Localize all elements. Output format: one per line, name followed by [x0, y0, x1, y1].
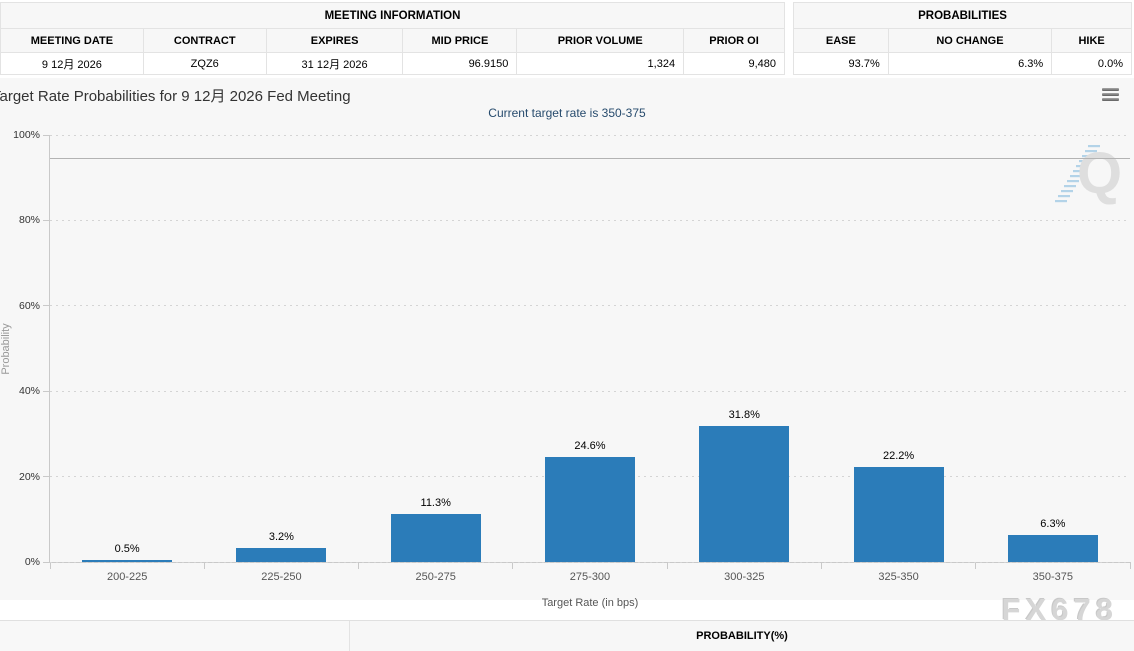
x-axis-title: Target Rate (in bps) [541, 597, 639, 609]
x-axis-tick [820, 563, 822, 569]
x-axis-tick [1129, 563, 1131, 569]
reference-line [50, 158, 1130, 160]
footer-table: PROBABILITY(%) [0, 620, 1134, 651]
table-value-row: 93.7% 6.3% 0.0% [793, 52, 1132, 75]
x-axis-line [49, 562, 1131, 563]
table-title-row: MEETING INFORMATION [0, 2, 785, 29]
quikstrike-logo-icon: Q [1055, 143, 1125, 211]
probability-bar[interactable] [545, 456, 635, 562]
x-axis-category-label: 275-300 [569, 571, 611, 583]
x-axis-category-label: 250-275 [415, 571, 456, 583]
y-axis-tick-label: 0% [24, 556, 40, 568]
chart-subtitle: Current target rate is 350-375 [488, 106, 646, 120]
y-axis-tick-label: 20% [18, 470, 40, 483]
plot-area: Probability Target Rate (in bps) Q [0, 129, 1131, 609]
bar-data-label: 0.5% [114, 542, 140, 555]
x-axis-tick [203, 563, 205, 569]
probability-bar[interactable] [853, 467, 944, 562]
x-axis-category-label: 200-225 [106, 571, 148, 583]
footer-probability-header: PROBABILITY(%) [350, 621, 1134, 651]
y-gridline [50, 219, 1130, 221]
chart-title: Target Rate Probabilities for 9 12月 2026… [0, 88, 351, 105]
value-meeting-date: 9 12月 2026 [0, 52, 144, 75]
x-axis-tick [666, 563, 668, 569]
x-axis-category-label: 225-250 [261, 571, 302, 583]
x-axis-category-label: 325-350 [878, 571, 919, 583]
table-title-row: PROBABILITIES [793, 2, 1132, 29]
y-gridline [50, 390, 1130, 392]
chart-context-menu-button[interactable] [1102, 88, 1119, 103]
y-axis-tick [43, 390, 49, 392]
footer-empty-cell [0, 621, 350, 651]
x-axis-tick [975, 563, 977, 569]
meeting-information-title: MEETING INFORMATION [0, 2, 785, 29]
value-prior-oi: 9,480 [683, 52, 785, 75]
value-no-change: 6.3% [887, 52, 1053, 75]
y-gridline [50, 134, 1130, 136]
bar-data-label: 3.2% [268, 531, 294, 544]
lightning-bolt-icon [1055, 145, 1100, 203]
y-axis-tick-label: 100% [13, 129, 40, 141]
table-value-row: 9 12月 2026 ZQZ6 31 12月 2026 96.9150 1,32… [0, 52, 785, 75]
bar-data-label: 11.3% [420, 496, 451, 509]
y-axis-tick [43, 305, 49, 307]
x-axis-tick [358, 563, 360, 569]
y-axis-tick [43, 219, 49, 221]
x-axis-tick [49, 563, 51, 569]
header-prior-oi: PRIOR OI [683, 28, 785, 53]
table-header-row: MEETING DATE CONTRACT EXPIRES MID PRICE … [0, 28, 785, 53]
probability-bar[interactable] [82, 559, 173, 562]
bar-data-label: 22.2% [882, 450, 915, 463]
y-axis-tick-label: 80% [18, 214, 40, 227]
value-prior-volume: 1,324 [516, 52, 685, 75]
meeting-information-table: MEETING INFORMATION MEETING DATE CONTRAC… [0, 2, 785, 75]
header-prior-volume: PRIOR VOLUME [516, 28, 685, 53]
hamburger-menu-icon [1102, 98, 1119, 101]
y-axis-title: Probability [0, 322, 12, 375]
y-axis-tick-label: 60% [18, 299, 40, 312]
probabilities-table: PROBABILITIES EASE NO CHANGE HIKE 93.7% … [793, 2, 1132, 75]
y-gridline [50, 305, 1130, 307]
value-hike: 0.0% [1051, 52, 1132, 75]
value-expires: 31 12月 2026 [265, 52, 404, 75]
top-tables: MEETING INFORMATION MEETING DATE CONTRAC… [0, 2, 1134, 75]
hamburger-menu-icon [1102, 88, 1119, 91]
header-hike: HIKE [1051, 28, 1132, 53]
x-axis-tick [512, 563, 514, 569]
probability-bar[interactable] [1007, 535, 1098, 562]
header-no-change: NO CHANGE [887, 28, 1053, 53]
value-contract: ZQZ6 [142, 52, 267, 75]
value-mid-price: 96.9150 [402, 52, 518, 75]
y-axis-tick [43, 561, 49, 563]
header-contract: CONTRACT [142, 28, 267, 53]
bar-data-label: 31.8% [728, 409, 760, 422]
header-meeting-date: MEETING DATE [0, 28, 144, 53]
bar-data-label: 6.3% [1040, 518, 1066, 531]
y-axis-tick [43, 134, 49, 136]
probability-bar[interactable] [390, 513, 481, 562]
x-axis-category-label: 350-375 [1032, 571, 1074, 583]
probability-bar[interactable] [236, 548, 327, 562]
hamburger-menu-icon [1102, 93, 1119, 96]
value-ease: 93.7% [793, 52, 889, 75]
y-axis-tick-label: 40% [18, 385, 40, 398]
y-axis-line [49, 135, 50, 563]
probability-bar[interactable] [699, 426, 790, 562]
probabilities-title: PROBABILITIES [793, 2, 1132, 29]
x-axis-category-label: 300-325 [724, 571, 765, 583]
probability-chart: Target Rate Probabilities for 9 12月 2026… [0, 78, 1134, 609]
bar-data-label: 24.6% [574, 439, 606, 452]
header-mid-price: MID PRICE [402, 28, 518, 53]
q-letter: Q [1077, 141, 1123, 206]
y-axis-tick [43, 476, 49, 478]
header-expires: EXPIRES [265, 28, 404, 53]
header-ease: EASE [793, 28, 889, 53]
table-header-row: EASE NO CHANGE HIKE [793, 28, 1132, 53]
y-gridline [50, 561, 1130, 563]
